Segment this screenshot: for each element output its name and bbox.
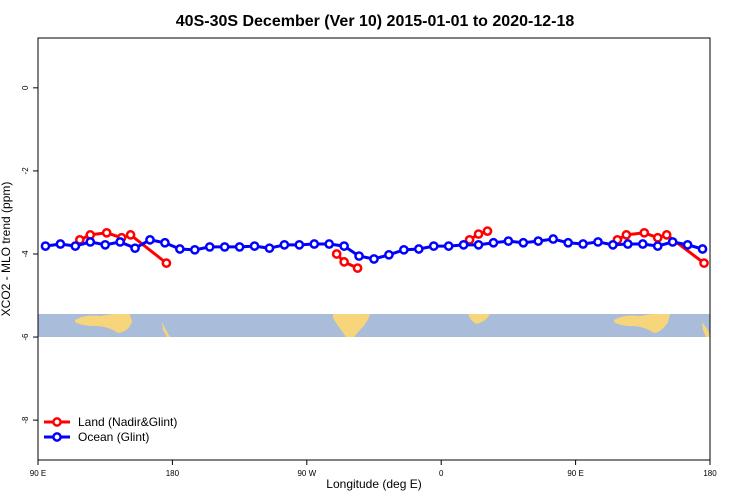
point [125, 230, 136, 240]
y-tick-label: 0 [21, 85, 30, 90]
point [352, 263, 363, 273]
point [458, 239, 469, 250]
x-axis-label: Longitude (deg E) [326, 477, 421, 491]
legend-marker [52, 432, 62, 442]
point [623, 239, 633, 249]
point [369, 254, 379, 264]
x-tick-label: 0 [439, 469, 444, 478]
point [652, 232, 663, 243]
point [399, 244, 409, 255]
point [175, 244, 185, 254]
map-strip [38, 314, 710, 337]
point [637, 239, 648, 249]
point [204, 242, 215, 252]
point [234, 242, 245, 252]
point [161, 258, 172, 268]
point [160, 237, 170, 248]
point [40, 241, 51, 251]
point [518, 237, 529, 248]
point [130, 243, 140, 254]
point [294, 239, 305, 250]
point [428, 241, 439, 251]
point [482, 226, 493, 236]
point [697, 244, 708, 254]
point [699, 258, 709, 268]
point [473, 229, 484, 239]
point [593, 237, 603, 247]
y-tick-label: -2 [21, 167, 30, 175]
point [219, 242, 230, 252]
point [101, 227, 112, 238]
legend-label: Land (Nadir&Glint) [78, 415, 177, 429]
point [339, 257, 349, 267]
point [249, 241, 260, 251]
y-tick-label: -4 [21, 250, 30, 258]
y-axis-label: XCO2 - MLO trend (ppm) [0, 182, 13, 317]
point [503, 236, 514, 246]
point [331, 249, 342, 259]
point [55, 239, 66, 249]
point [488, 237, 499, 248]
point [639, 227, 650, 238]
x-tick-label: 90 E [30, 469, 46, 478]
point [384, 249, 394, 260]
point [473, 239, 484, 250]
point [563, 237, 573, 248]
point [548, 234, 559, 244]
plot-frame [37, 37, 711, 461]
point [309, 239, 320, 249]
point [279, 239, 290, 250]
point [533, 236, 544, 246]
point [413, 244, 424, 254]
point [578, 239, 588, 249]
legend-marker [52, 417, 62, 427]
point [621, 230, 632, 240]
point [682, 239, 693, 250]
legend-label: Ocean (Glint) [78, 430, 149, 444]
point [652, 241, 663, 251]
point [264, 243, 275, 254]
point [100, 239, 111, 250]
point [339, 241, 349, 251]
y-tick-label: -8 [21, 416, 30, 424]
point [70, 241, 81, 251]
point [443, 241, 454, 251]
point [667, 237, 678, 247]
point [608, 239, 618, 250]
point [85, 237, 96, 247]
point [661, 230, 672, 240]
y-tick-label: -6 [21, 333, 30, 341]
x-tick-label: 90 E [567, 469, 583, 478]
x-tick-label: 90 W [297, 469, 316, 478]
series-line [79, 229, 705, 270]
x-tick-label: 180 [703, 469, 717, 478]
chart-title: 40S-30S December (Ver 10) 2015-01-01 to … [176, 13, 575, 30]
point [354, 251, 364, 261]
point [145, 235, 155, 245]
point [324, 239, 335, 249]
point [189, 244, 200, 255]
x-tick-label: 180 [166, 469, 180, 478]
point [115, 237, 125, 247]
